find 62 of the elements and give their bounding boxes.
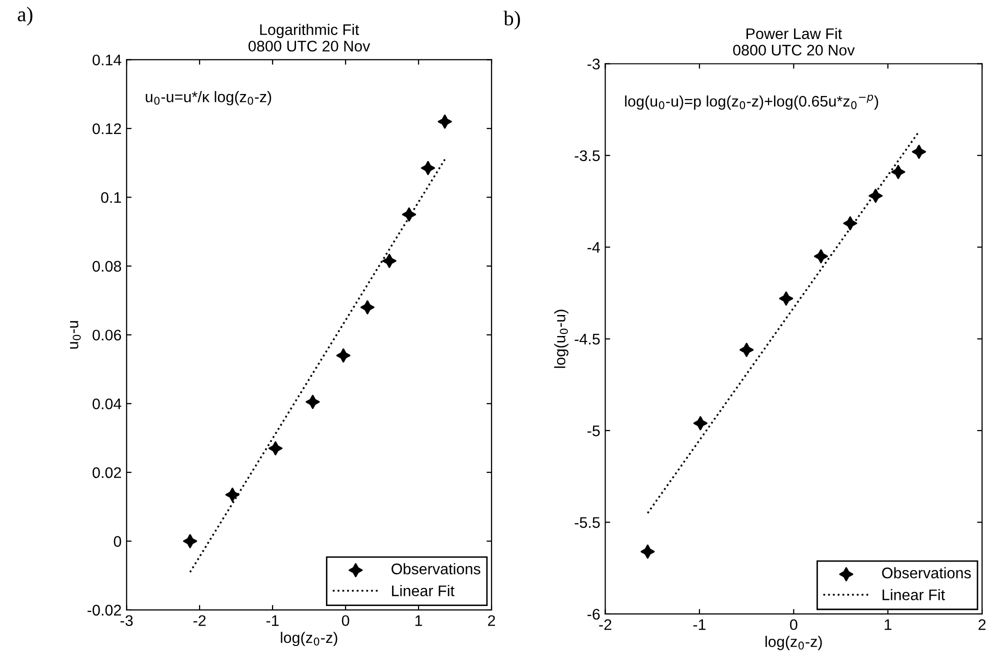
point [420,160,436,176]
chart-title: Power Law Fit [746,28,842,40]
point [779,291,794,306]
point [402,207,416,222]
chart-title: Logarithmic Fit [260,24,360,38]
y-tick-label: -5.5 [574,517,600,528]
annotation: log(u$_{0}$-u)=p log(z$_{0}$-z)+log(0.65u*z$_{0}$$^{−p}$) [625,94,878,110]
y-tick-label: 0.04 [92,398,122,410]
x-tick-label: -3 [120,615,133,626]
chart-subtitle: 0800 UTC 20 Nov [733,44,855,56]
y-tick-label: 0.14 [92,54,122,66]
x-tick-label: -1 [266,615,279,626]
text: b) [504,10,520,30]
point [693,416,708,430]
x-tick-label: 0 [342,615,350,626]
y-tick-label: -6 [588,608,600,620]
y-axis-title: u$_{0}$-u [70,321,81,349]
legend-label: Observations [882,567,971,578]
x-tick-label: 0 [790,619,798,630]
x-tick-label: 1 [884,619,892,630]
y-tick-label: 0 [114,536,122,547]
point [814,249,828,264]
y-tick-label: 0.12 [92,123,121,134]
y-tick-label: -4 [588,242,600,253]
annotation: u$_{0}$-u=u*/κ log(z$_{0}$-z) [146,91,272,106]
y-tick-label: -4.5 [574,334,600,345]
legend-label: Linear Fit [392,585,454,596]
x-axis-title: log(z$_{0}$-z) [766,636,822,650]
y-tick-label: 0.08 [92,260,122,272]
point [891,164,906,179]
x-tick-label: 2 [488,615,496,626]
x-tick-label: -1 [693,619,706,630]
point [306,394,320,409]
x-axis-title: log(z$_{0}$-z) [280,632,338,646]
point [382,254,396,268]
legend-label: Linear Fit [882,589,945,600]
point [268,441,283,456]
x-tick-label: -2 [599,619,612,630]
y-tick-label: -5 [588,426,600,436]
y-tick-label: -0.02 [88,604,121,616]
x-tick-label: 1 [415,615,422,626]
point [740,342,754,357]
y-tick-label: 0.1 [101,192,121,203]
point [640,544,655,559]
point [183,534,198,548]
point [336,348,350,363]
point [360,300,374,314]
y-axis-title: log(u$_{0}$-u) [554,310,568,368]
point [868,188,883,203]
y-tick-label: 0.02 [92,467,121,478]
point [912,144,926,159]
x-tick-label: 2 [978,619,986,630]
point [843,216,858,230]
point [438,114,452,129]
y-tick-label: -3.5 [574,150,600,162]
chart-subtitle: 0800 UTC 20 Nov [248,40,370,52]
legend-label: Observations [392,563,480,574]
point [225,488,240,502]
y-tick-label: -3 [588,58,600,70]
text: a) [18,6,32,26]
x-tick-label: -2 [193,615,206,626]
y-tick-label: 0.06 [92,330,122,341]
